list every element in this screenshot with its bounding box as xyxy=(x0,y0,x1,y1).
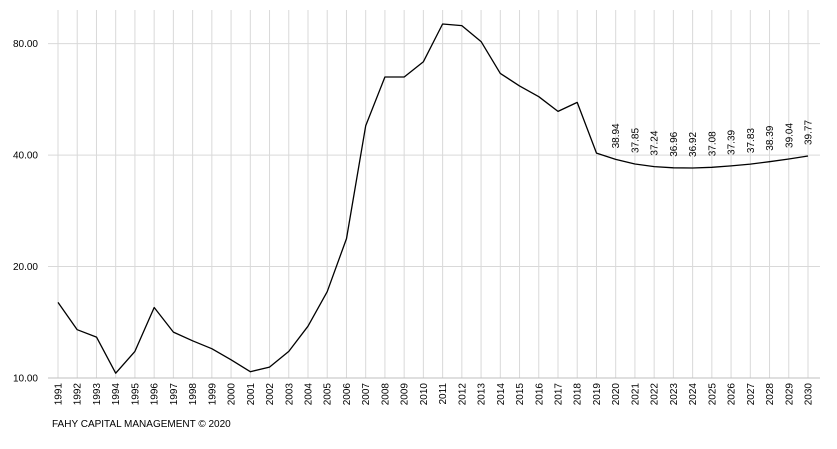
x-tick-label: 2028 xyxy=(765,383,776,406)
x-tick-label: 2015 xyxy=(515,383,526,406)
y-axis-tick-labels: 10.00 20.00 40.00 80.00 xyxy=(13,39,38,384)
x-tick-label: 2002 xyxy=(265,383,276,406)
data-label: 36.96 xyxy=(669,131,680,156)
y-tick-label: 20.00 xyxy=(13,262,38,273)
x-tick-label: 1992 xyxy=(73,383,84,406)
y-tick-label: 40.00 xyxy=(13,151,38,162)
x-tick-label: 1998 xyxy=(188,383,199,406)
x-tick-label: 2018 xyxy=(573,383,584,406)
x-tick-label: 2005 xyxy=(323,383,334,406)
x-tick-label: 2021 xyxy=(630,383,641,406)
y-tick-label: 10.00 xyxy=(13,374,38,385)
vertical-gridlines xyxy=(57,10,809,378)
x-tick-label: 2001 xyxy=(246,383,257,406)
x-tick-label: 1995 xyxy=(130,383,141,406)
x-tick-label: 2009 xyxy=(400,383,411,406)
x-tick-label: 2027 xyxy=(746,383,757,406)
series-group xyxy=(57,23,809,374)
x-tick-label: 2003 xyxy=(284,383,295,406)
x-tick-label: 2029 xyxy=(784,383,795,406)
x-tick-label: 1994 xyxy=(111,383,122,406)
data-label: 38.94 xyxy=(611,123,622,148)
x-tick-label: 2019 xyxy=(592,383,603,406)
x-tick-label: 2007 xyxy=(361,383,372,406)
x-tick-label: 2024 xyxy=(688,383,699,406)
data-labels: 38.94 37.85 37.24 36.96 36.92 37.08 37.39 37.83… xyxy=(611,120,814,157)
x-tick-label: 1996 xyxy=(150,383,161,406)
x-tick-label: 2011 xyxy=(438,383,449,405)
data-label: 37.39 xyxy=(727,129,738,154)
x-tick-label: 2020 xyxy=(611,383,622,406)
x-tick-label: 2014 xyxy=(496,383,507,406)
data-label: 37.85 xyxy=(630,128,641,153)
x-tick-label: 2013 xyxy=(477,383,488,406)
x-tick-label: 2010 xyxy=(419,383,430,406)
x-tick-label: 2023 xyxy=(669,383,680,406)
data-label: 39.77 xyxy=(804,120,815,145)
x-tick-label: 1997 xyxy=(169,383,180,406)
data-label: 39.04 xyxy=(784,123,795,148)
footer-credit: FAHY CAPITAL MANAGEMENT © 2020 xyxy=(52,419,231,430)
data-label: 38.39 xyxy=(765,125,776,150)
horizontal-gridlines xyxy=(48,43,820,379)
data-label: 37.24 xyxy=(650,130,661,155)
x-tick-label: 2000 xyxy=(227,383,238,406)
x-axis-tick-labels: 1991 1992 1993 1994 1995 1996 1997 1998 1999 2000… xyxy=(54,383,815,406)
x-tick-label: 2017 xyxy=(554,383,565,406)
x-tick-label: 1993 xyxy=(92,383,103,406)
x-tick-label: 2016 xyxy=(534,383,545,406)
x-tick-label: 2008 xyxy=(380,383,391,406)
y-tick-label: 80.00 xyxy=(13,39,38,50)
data-label: 37.08 xyxy=(707,131,718,156)
x-tick-label: 2022 xyxy=(650,383,661,406)
data-label: 36.92 xyxy=(688,132,699,157)
x-tick-label: 1991 xyxy=(54,383,65,406)
x-tick-label: 2025 xyxy=(707,383,718,406)
x-tick-label: 2004 xyxy=(304,383,315,406)
x-tick-label: 2012 xyxy=(457,383,468,406)
series-line xyxy=(57,23,809,374)
x-tick-label: 2006 xyxy=(342,383,353,406)
x-tick-label: 1999 xyxy=(207,383,218,406)
data-label: 37.83 xyxy=(746,128,757,153)
x-tick-label: 2026 xyxy=(727,383,738,406)
x-tick-label: 2030 xyxy=(804,383,815,406)
